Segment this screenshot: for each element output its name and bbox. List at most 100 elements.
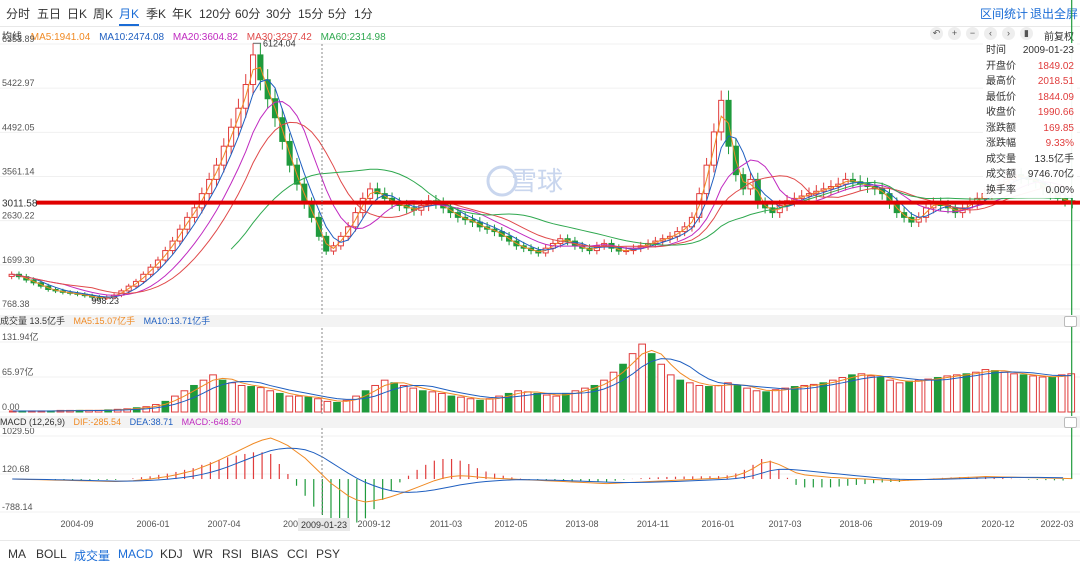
scroll-right-icon[interactable]: › <box>1002 27 1015 40</box>
x-tick: 2009-12 <box>357 519 390 529</box>
info-key: 成交量 <box>986 153 1016 165</box>
volume-bar <box>314 398 322 413</box>
volume-bar <box>600 379 608 413</box>
scroll-left-icon[interactable]: ‹ <box>984 27 997 40</box>
period-tab[interactable]: 15分 <box>298 7 324 21</box>
zoom-in-icon[interactable]: + <box>948 27 961 40</box>
indicator-tab[interactable]: BOLL <box>36 547 67 561</box>
period-tab[interactable]: 日K <box>67 7 88 21</box>
price-axis: 6353.89 5422.97 4492.05 3561.14 2630.22 1699.… <box>0 34 296 309</box>
volume-bar <box>590 384 599 413</box>
period-tab[interactable]: 5分 <box>328 7 347 21</box>
volume-bar <box>562 392 570 413</box>
volume-bar <box>476 399 484 413</box>
crosshair-label-bg <box>298 518 350 531</box>
x-tick: 2020-12 <box>981 519 1014 529</box>
volume-bar <box>342 399 351 413</box>
macd-dif: DIF:-285.54 <box>73 417 122 427</box>
indicator-tab[interactable]: BIAS <box>251 547 279 561</box>
volume-bar <box>695 384 704 413</box>
period-tab[interactable]: 30分 <box>266 7 292 21</box>
exit-fullscreen-link[interactable]: 退出全屏 <box>1030 7 1079 21</box>
volume-bar <box>876 377 885 413</box>
price-tick: 3561.14 <box>2 166 35 176</box>
volume-bar <box>800 384 809 413</box>
zoom-out-icon[interactable]: − <box>966 27 979 40</box>
period-tab[interactable]: 分时 <box>6 7 31 21</box>
indicator-tab[interactable]: MA <box>8 547 26 561</box>
info-value: 1849.02 <box>1037 60 1074 72</box>
volume-bar <box>361 390 370 413</box>
info-value: 1990.66 <box>1037 107 1074 118</box>
volume-bar <box>409 387 418 413</box>
info-key: 收盘价 <box>986 107 1016 118</box>
indicator-tab[interactable]: WR <box>193 547 213 561</box>
indicator-tab[interactable]: KDJ <box>160 547 183 561</box>
volume-bar <box>743 387 751 413</box>
volume-bar <box>1048 377 1056 413</box>
volume-bar <box>504 392 513 413</box>
price-tick: 5422.97 <box>2 78 35 88</box>
period-tab[interactable]: 年K <box>172 7 193 21</box>
x-tick: 2022-03 <box>1040 519 1073 529</box>
price-tick: 768.38 <box>2 299 30 309</box>
period-tab[interactable]: 周K <box>93 7 114 21</box>
fuquan-toggle[interactable]: 前复权 <box>1044 32 1074 43</box>
volume-bar <box>943 375 952 413</box>
info-row: 最低价 1844.09 <box>983 90 1077 106</box>
bottom-bar: MA BOLL 成交量 MACD KDJ WR RSI BIAS CCI PSY <box>0 540 1080 567</box>
expand-macd-icon[interactable] <box>1064 417 1077 428</box>
x-tick: 2013-08 <box>565 519 598 529</box>
x-tick: 2011-03 <box>430 519 462 529</box>
period-tab[interactable]: 60分 <box>235 7 261 21</box>
indicator-tab[interactable]: PSY <box>316 547 341 561</box>
volume-bar <box>619 363 627 413</box>
volume-bar <box>714 384 723 413</box>
undo-icon[interactable]: ↶ <box>930 27 943 40</box>
volume-tick: 131.94亿 <box>2 331 39 342</box>
info-key: 成交额 <box>986 169 1016 180</box>
info-row: 开盘价 1849.02 <box>983 59 1077 75</box>
min-annotation: 998.23 <box>91 296 119 306</box>
macd-tick: -788.14 <box>2 502 33 512</box>
info-key: 最高价 <box>986 76 1016 87</box>
info-key: 涨跌额 <box>986 122 1016 134</box>
info-key: 最低价 <box>986 91 1016 103</box>
expand-volume-icon[interactable] <box>1064 316 1077 327</box>
dif-line <box>12 437 1072 503</box>
volume-bar <box>905 380 913 413</box>
indicator-tab[interactable]: 成交量 <box>74 549 111 563</box>
volume-bar <box>428 391 437 413</box>
period-tab[interactable]: 季K <box>146 7 167 21</box>
info-value: 9746.70亿 <box>1027 169 1074 180</box>
volume-bar <box>638 343 646 413</box>
chart-canvas[interactable]: 雪球 6353.89 5422.97 4492.05 3561.14 2630.22 16… <box>0 0 1080 540</box>
period-tab[interactable]: 五日 <box>37 7 62 21</box>
reset-icon[interactable]: ▮ <box>1020 27 1033 40</box>
x-tick: 2019-09 <box>909 519 942 529</box>
info-panel: 时间 2009-01-23 开盘价 1849.02 最高价 2018.51 最低价 1844.… <box>983 43 1077 198</box>
indicator-tab[interactable]: MACD <box>118 547 154 561</box>
volume-bar <box>857 373 866 413</box>
volume-bar <box>1029 375 1037 413</box>
ma10-line <box>11 78 1073 298</box>
x-tick: 2016-01 <box>701 519 734 529</box>
info-row: 成交量 13.5亿手 <box>983 152 1077 168</box>
range-stats-link[interactable]: 区间统计 <box>980 7 1029 21</box>
ma-label: 均线 <box>2 32 22 43</box>
macd-label: MACD (12,26,9) <box>0 417 66 427</box>
ma30-line <box>11 121 1073 294</box>
volume-bar <box>466 398 475 413</box>
period-tab[interactable]: 1分 <box>354 7 373 21</box>
indicator-tab[interactable]: RSI <box>222 547 243 561</box>
period-tab[interactable]: 月K <box>119 5 140 26</box>
current-price-label: 3011.58 <box>2 199 38 210</box>
volume-bar <box>819 382 828 413</box>
indicator-tab[interactable]: CCI <box>287 547 308 561</box>
volume-bar <box>266 390 275 413</box>
volume-bar <box>705 386 713 413</box>
volume-bar <box>209 374 217 413</box>
ma60-value: MA60:2314.98 <box>320 32 386 43</box>
volume-bar <box>228 382 236 413</box>
period-tab[interactable]: 120分 <box>199 7 232 21</box>
